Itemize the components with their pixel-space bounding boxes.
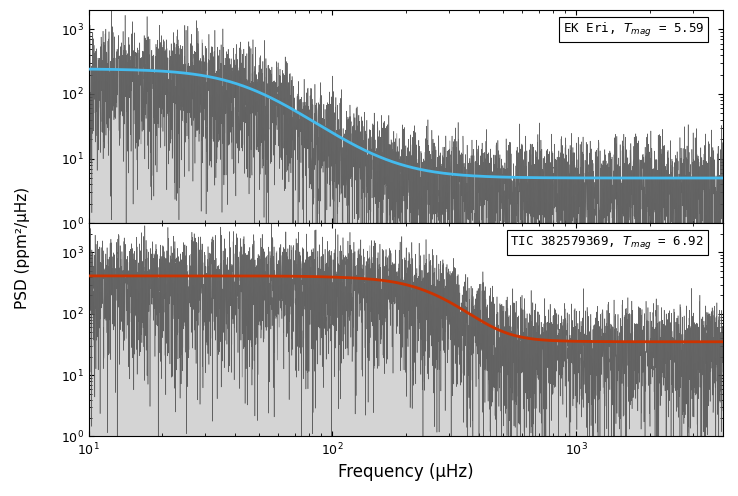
Text: EK Eri, $T_{mag}$ = 5.59: EK Eri, $T_{mag}$ = 5.59	[563, 21, 704, 39]
Text: TIC 382579369, $T_{mag}$ = 6.92: TIC 382579369, $T_{mag}$ = 6.92	[511, 234, 704, 251]
X-axis label: Frequency (μHz): Frequency (μHz)	[338, 463, 474, 482]
Text: PSD (ppm²/μHz): PSD (ppm²/μHz)	[15, 187, 30, 309]
